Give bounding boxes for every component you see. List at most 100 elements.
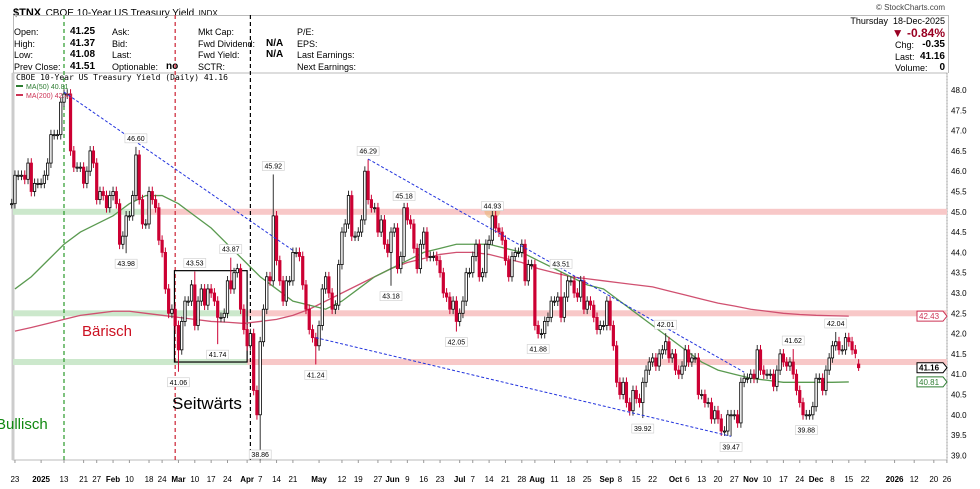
candle-body (775, 369, 779, 387)
x-tick-label: 13 (60, 475, 69, 484)
candle (111, 186, 115, 201)
candle-body (261, 308, 266, 343)
price-label-box (124, 133, 148, 144)
candle (209, 284, 213, 298)
y-tick-label: 41.5 (951, 350, 967, 359)
percent-change-value: -0.84% (906, 26, 945, 40)
candle-body (278, 260, 282, 282)
x-tick-label: Aug (529, 475, 545, 484)
candle-body (340, 231, 344, 265)
candle (163, 247, 167, 294)
candle-body (752, 373, 756, 379)
ma50-line (14, 194, 849, 383)
candle-body (651, 357, 655, 363)
candle-body (582, 280, 586, 310)
candle-body (765, 373, 769, 376)
candle-body (641, 381, 645, 404)
field-label: Optionable: (112, 61, 159, 72)
candle-body (837, 341, 841, 351)
candle (791, 349, 795, 380)
candle (631, 385, 635, 416)
candle (376, 202, 380, 237)
x-tick-label: 15 (632, 475, 641, 484)
candle-body (425, 231, 429, 257)
candle-body (29, 162, 33, 192)
candle-body (507, 260, 511, 278)
x-tick-label: 20 (714, 475, 723, 484)
candle-body (124, 215, 128, 237)
candle (75, 162, 79, 173)
candle-body (758, 349, 763, 371)
candle (562, 292, 566, 323)
candle (801, 397, 805, 420)
candle (595, 312, 599, 335)
candle-body (722, 430, 727, 433)
candle (265, 271, 269, 315)
candle (814, 373, 818, 412)
candle (291, 247, 295, 286)
x-tick-label: 18 (145, 475, 154, 484)
candle-body (709, 402, 714, 420)
y-tick-label: 42.5 (951, 309, 967, 318)
candle-body (294, 251, 298, 254)
x-tick-label: 21 (288, 475, 297, 484)
candle (680, 361, 684, 380)
candle (634, 385, 638, 404)
price-label: 39.47 (722, 444, 740, 451)
candle-body (323, 276, 328, 290)
y-tick-label: 39.0 (951, 451, 967, 460)
candle-body (242, 308, 246, 330)
candle-body (88, 150, 92, 172)
candle (235, 263, 239, 278)
x-tick-label: Mar (171, 475, 185, 484)
price-label-box (167, 377, 190, 388)
candle-body (624, 381, 629, 404)
candle-body (265, 276, 269, 310)
candle-body (742, 377, 746, 383)
candle (72, 146, 76, 173)
price-label-box (719, 442, 743, 452)
candle-body (726, 414, 730, 432)
candle (651, 353, 655, 367)
candle (114, 186, 118, 209)
candle-body (467, 272, 472, 275)
candle-body (592, 304, 596, 318)
candle-body (438, 260, 442, 274)
candle (16, 170, 20, 181)
candle (134, 146, 138, 201)
field-value: 41.37 (70, 37, 96, 49)
quote-label: Volume: (895, 63, 928, 73)
candle (153, 194, 158, 213)
candle (350, 190, 354, 242)
candle-body (461, 300, 465, 314)
candle-body (572, 280, 576, 294)
candle-body (111, 191, 115, 196)
candle-body (631, 390, 635, 412)
price-label-box (219, 244, 243, 254)
price-label: 39.88 (798, 428, 816, 435)
candle (497, 223, 501, 237)
candle (582, 275, 586, 315)
candle (23, 170, 27, 185)
candle (454, 296, 459, 332)
candle (853, 344, 857, 359)
candle-body (510, 256, 514, 278)
candle (435, 251, 439, 266)
candle (418, 239, 423, 274)
candle (523, 239, 527, 286)
x-tick-label: 10 (125, 475, 134, 484)
candle-body (232, 272, 236, 290)
copyright: © StockCharts.com (875, 3, 945, 12)
candle-body (46, 162, 50, 176)
candle (49, 129, 53, 168)
candle-body (543, 321, 547, 335)
candle-body (176, 325, 181, 351)
candle (278, 255, 282, 286)
candle-body (533, 264, 537, 326)
candle (507, 255, 511, 282)
candle-body (216, 300, 220, 318)
candle-body (448, 296, 452, 310)
candle-body (379, 219, 383, 233)
candle-body (771, 373, 776, 387)
